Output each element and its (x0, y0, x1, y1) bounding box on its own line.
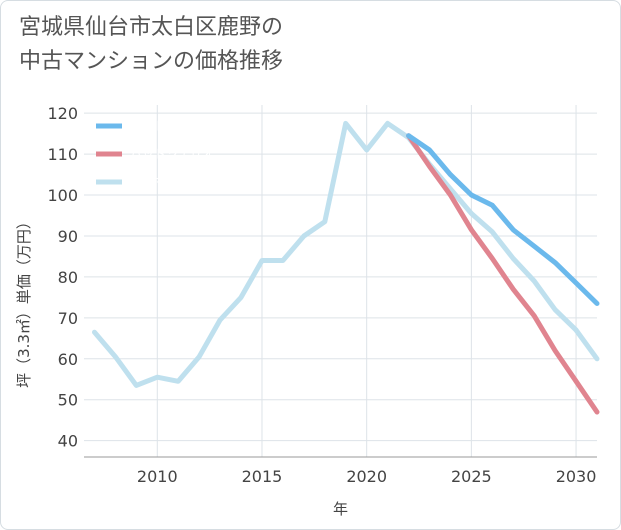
y-tick-label: 110 (47, 145, 78, 164)
y-tick-label: 70 (58, 309, 78, 328)
y-tick-label: 90 (58, 227, 78, 246)
y-tick-label: 80 (58, 268, 78, 287)
x-tick-label: 2025 (451, 467, 492, 486)
x-tick-label: 2015 (242, 467, 283, 486)
series-line-good (406, 133, 600, 306)
x-tick-label: 2020 (346, 467, 387, 486)
legend-label: ノーマルシナリオ (130, 175, 226, 189)
legend-label: バッドシナリオ (130, 147, 214, 161)
x-axis-title: 年 (333, 500, 348, 518)
chart-title: 宮城県仙台市太白区鹿野の 中古マンションの価格推移 (19, 15, 284, 74)
x-tick-label: 2010 (137, 467, 178, 486)
series-lines (92, 120, 600, 415)
series-line-bad (406, 133, 600, 415)
x-tick-label: 2030 (556, 467, 597, 486)
tick-labels: 40 50 60 70 80 90 100 110 120 2010 2015 2020 2025 203… (47, 104, 596, 486)
series-line-normal (92, 120, 600, 388)
legend-label: グッドシナリオ (130, 119, 214, 133)
grid (84, 105, 597, 457)
y-axis-title: 坪（3.3㎡）単価（万円） (15, 214, 33, 388)
y-tick-label: 60 (58, 350, 78, 369)
y-tick-label: 40 (58, 432, 78, 451)
y-tick-label: 50 (58, 391, 78, 410)
y-tick-label: 100 (47, 186, 78, 205)
y-tick-label: 120 (47, 104, 78, 123)
